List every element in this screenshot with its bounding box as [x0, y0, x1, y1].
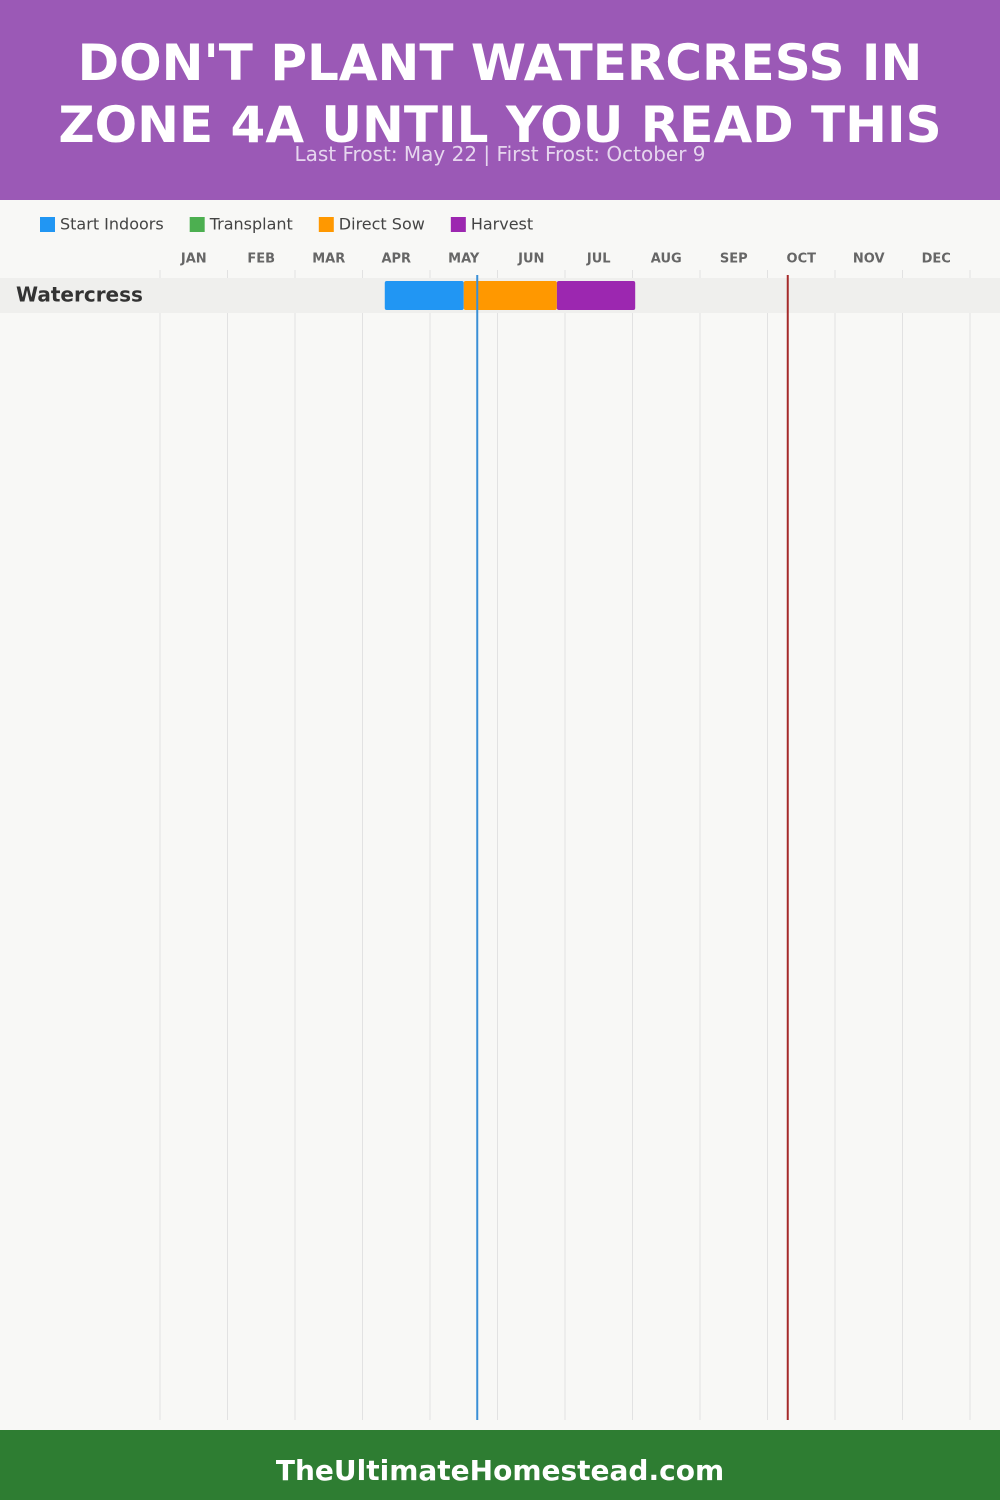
footer-text: TheUltimateHomestead.com — [276, 1454, 724, 1487]
bar — [556, 281, 636, 310]
footer-bar — [0, 1430, 1000, 1500]
month-label: JUL — [586, 252, 611, 267]
month-label: SEP — [720, 252, 748, 267]
month-label: AUG — [651, 252, 682, 267]
month-label: JUN — [517, 252, 544, 267]
month-label: FEB — [247, 252, 275, 267]
legend-swatch — [450, 217, 466, 232]
subtitle: Last Frost: May 22 | First Frost: Octobe… — [294, 142, 706, 166]
month-label: MAY — [448, 252, 480, 267]
legend-label: Start Indoors — [60, 215, 164, 234]
legend-swatch — [40, 217, 55, 232]
month-label: OCT — [787, 252, 817, 267]
legend-label: Transplant — [209, 215, 293, 234]
row-label: Watercress — [16, 283, 143, 307]
month-label: DEC — [922, 252, 951, 267]
bar — [463, 281, 557, 310]
month-label: APR — [381, 252, 411, 267]
legend-label: Harvest — [471, 215, 533, 234]
title: DON'T PLANT WATERCRESS IN ZONE 4A UNTIL … — [58, 34, 942, 154]
bar — [384, 281, 464, 310]
month-label: MAR — [312, 252, 345, 267]
month-label: NOV — [853, 252, 885, 267]
legend-swatch — [318, 217, 334, 232]
header: DON'T PLANT WATERCRESS IN ZONE 4A UNTIL … — [0, 0, 1000, 200]
legend-label: Direct Sow — [339, 215, 425, 234]
legend-swatch — [189, 217, 205, 232]
month-label: JAN — [180, 252, 207, 267]
